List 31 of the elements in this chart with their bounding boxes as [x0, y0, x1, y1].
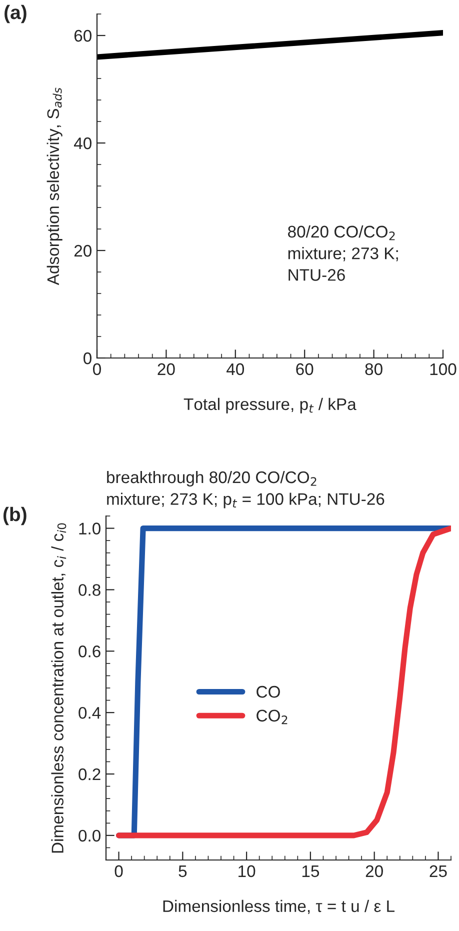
x-tick-label: 20 [366, 865, 383, 878]
y-tick-label: 20 [74, 244, 92, 257]
x-axis-title: Dimensionless time, τ = t u / ε L [163, 900, 394, 914]
x-tick-label: 5 [178, 865, 187, 878]
x-tick-label: 10 [238, 865, 256, 878]
x-tick-label: 15 [302, 865, 320, 878]
y-tick-label: 0.6 [78, 646, 100, 658]
y-tick-label: 0.0 [78, 830, 100, 842]
x-tick-label: 60 [296, 363, 314, 376]
x-tick-label: 100 [430, 363, 456, 376]
x-tick-label: 20 [158, 363, 175, 376]
x-tick-label: 80 [365, 363, 382, 376]
y-axis-title: Adsorption selectivity, S$_{ads}$ [46, 88, 62, 286]
y-axis-title: Dimensionless concentration at outlet, c$_{i}$ / c$_{i0}$ [51, 523, 66, 853]
text: (a) [4, 4, 26, 24]
y-tick-label: 0.2 [78, 768, 100, 780]
x-tick-label: 40 [226, 363, 244, 376]
y-tick-label: 0.8 [78, 584, 100, 596]
y-tick-label: 0.4 [78, 706, 101, 719]
legend-label: CO [256, 686, 280, 698]
y-tick-label: 60 [74, 30, 92, 42]
chart-title: breakthrough 80/20 CO/CO$_{2}$ mixture; 273 K; p$_{t}$ = 100 kPa; NTU-26 [107, 470, 384, 508]
x-tick-label: 25 [430, 865, 447, 878]
text: (b) [3, 506, 26, 526]
x-tick-label: 0 [114, 865, 123, 878]
annotation: 80/20 CO/CO$_{2}$ mixture; 273 K; NTU-26 [288, 225, 398, 281]
y-tick-label: 0 [84, 352, 92, 364]
legend-label: CO$_{2}$ [256, 710, 288, 724]
x-axis-title: Total pressure, p$_{t}$ / kPa [184, 398, 356, 414]
y-tick-label: 40 [74, 137, 92, 150]
y-tick-label: 1.0 [79, 522, 100, 534]
